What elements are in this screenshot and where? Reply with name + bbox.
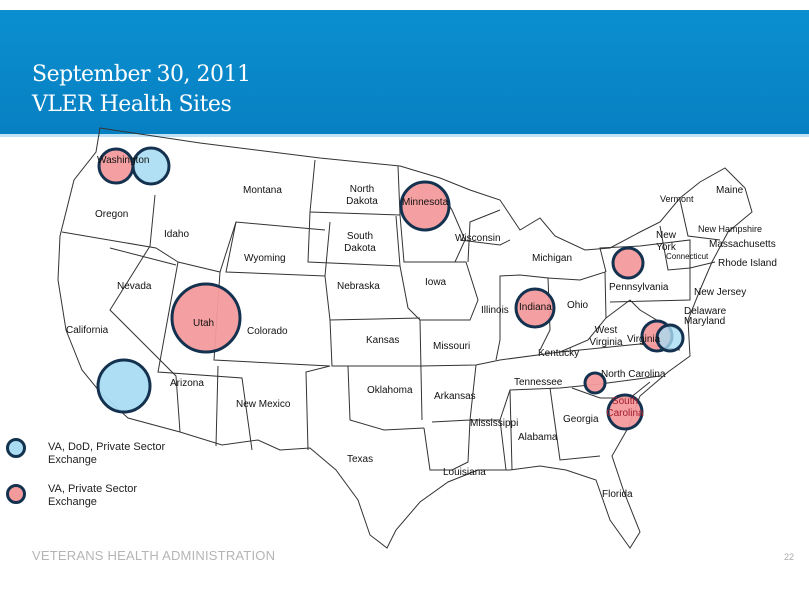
state-label-nevada: Nevada bbox=[117, 281, 152, 292]
state-label-pennsylvania: Pennsylvania bbox=[609, 282, 669, 293]
title-banner bbox=[0, 10, 809, 134]
state-label-oklahoma: Oklahoma bbox=[367, 385, 413, 396]
slide-title: VLER Health Sites bbox=[32, 92, 232, 117]
legend-va-dod-private-label: VA, DoD, Private Sector Exchange bbox=[48, 441, 166, 466]
state-label-wyoming: Wyoming bbox=[244, 253, 286, 264]
state-label-arizona: Arizona bbox=[170, 378, 204, 389]
state-label-new-jersey: New Jersey bbox=[694, 287, 747, 298]
state-label-delaware: Delaware bbox=[684, 306, 727, 317]
state-label-washington: Washington bbox=[97, 155, 150, 166]
site-utah-va-private bbox=[170, 282, 242, 354]
state-label-north-carolina: North Carolina bbox=[601, 369, 666, 380]
state-label-illinois: Illinois bbox=[481, 305, 509, 316]
site-indiana-va-private bbox=[514, 287, 556, 329]
state-label-maryland: Maryland bbox=[684, 316, 726, 327]
state-label-michigan: Michigan bbox=[532, 253, 573, 264]
state-label-alabama: Alabama bbox=[518, 432, 558, 443]
state-label-maine: Maine bbox=[716, 185, 744, 196]
state-label-vermont: Vermont bbox=[660, 194, 694, 204]
state-label-massachusetts: Massachusetts bbox=[709, 239, 776, 250]
state-label-arkansas: Arkansas bbox=[434, 391, 476, 402]
state-label-florida: Florida bbox=[602, 489, 633, 500]
state-label-utah: Utah bbox=[193, 318, 215, 329]
state-label-oregon: Oregon bbox=[95, 209, 129, 220]
state-label-texas: Texas bbox=[347, 454, 374, 465]
site-new-york-va-private bbox=[611, 246, 645, 280]
state-label-north-dakota: North Dakota bbox=[346, 184, 378, 207]
state-label-iowa: Iowa bbox=[425, 277, 447, 288]
state-label-wisconsin: Wisconsin bbox=[455, 233, 501, 244]
us-outline bbox=[57, 127, 753, 549]
state-label-kansas: Kansas bbox=[366, 335, 400, 346]
banner-divider bbox=[0, 134, 809, 137]
site-virginia-va-dod-private bbox=[655, 323, 685, 353]
state-label-california: California bbox=[66, 325, 109, 336]
legend-va-private-swatch bbox=[6, 484, 26, 504]
slide-date: September 30, 2011 bbox=[32, 62, 251, 87]
state-label-connecticut: Connecticut bbox=[666, 252, 709, 261]
state-label-ohio: Ohio bbox=[567, 300, 589, 311]
state-label-tennessee: Tennessee bbox=[514, 377, 563, 388]
state-label-mississippi: Mississippi bbox=[470, 418, 519, 429]
site-minnesota-va-private bbox=[399, 180, 451, 232]
state-label-minnesota: Minnesota bbox=[402, 197, 449, 208]
state-label-virginia: Virginia bbox=[627, 334, 661, 345]
state-label-colorado: Colorado bbox=[247, 326, 288, 337]
state-label-new-mexico: New Mexico bbox=[236, 399, 291, 410]
state-label-georgia: Georgia bbox=[563, 414, 599, 425]
site-north-carolina-va-private bbox=[583, 371, 607, 395]
legend-va-dod-private-swatch bbox=[6, 438, 26, 458]
state-label-west-virginia: West Virginia bbox=[589, 325, 623, 348]
site-washington-va-dod-private bbox=[131, 146, 171, 186]
state-label-indiana: Indiana bbox=[519, 302, 552, 313]
state-label-new-york: New York bbox=[655, 230, 676, 253]
state-label-montana: Montana bbox=[243, 185, 282, 196]
page-number: 22 bbox=[784, 552, 795, 562]
state-label-south-carolina: South Carolina bbox=[606, 396, 644, 419]
state-label-kentucky: Kentucky bbox=[538, 348, 580, 359]
footer-org: VETERANS HEALTH ADMINISTRATION bbox=[32, 548, 276, 563]
state-label-nebraska: Nebraska bbox=[337, 281, 380, 292]
state-label-idaho: Idaho bbox=[164, 229, 190, 240]
state-label-missouri: Missouri bbox=[433, 341, 471, 352]
state-label-south-dakota: South Dakota bbox=[344, 231, 376, 254]
state-label-rhode-island: Rhode Island bbox=[718, 258, 777, 269]
state-label-new-hampshire: New Hampshire bbox=[698, 224, 763, 234]
legend-va-private-label: VA, Private Sector Exchange bbox=[48, 483, 138, 508]
state-label-louisiana: Louisiana bbox=[443, 467, 486, 478]
site-california-va-dod-private bbox=[96, 358, 152, 414]
site-south-carolina-va-private bbox=[606, 393, 644, 431]
